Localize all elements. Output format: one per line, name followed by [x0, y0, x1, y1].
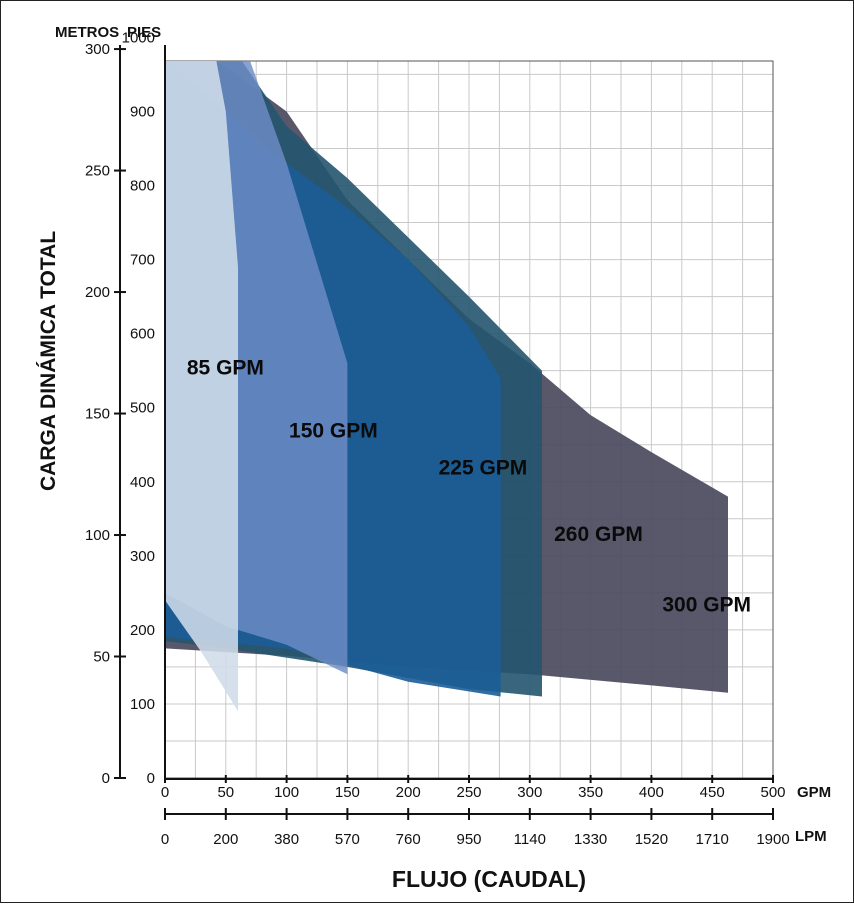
metros-axis-label: METROS [55, 24, 119, 41]
y-axis-title: CARGA DINÁMICA TOTAL [37, 231, 60, 491]
metros-tick-label: 50 [93, 649, 110, 666]
lpm-tick-label: 570 [335, 831, 360, 848]
gpm-tick-label: 250 [456, 784, 481, 801]
series-label-260-gpm: 260 GPM [554, 523, 643, 546]
metros-tick-label: 0 [102, 770, 110, 787]
metros-tick-label: 250 [85, 163, 110, 180]
area-85-gpm [165, 61, 238, 712]
gpm-tick-label: 100 [274, 784, 299, 801]
metros-tick-label: 300 [85, 41, 110, 58]
metros-tick-label: 150 [85, 406, 110, 423]
lpm-tick-label: 0 [161, 831, 169, 848]
pies-tick-label: 900 [130, 103, 155, 120]
gpm-tick-label: 50 [217, 784, 234, 801]
lpm-tick-label: 760 [396, 831, 421, 848]
series-label-150-gpm: 150 GPM [289, 419, 378, 442]
pies-tick-label: 0 [147, 770, 155, 787]
metros-tick-label: 200 [85, 284, 110, 301]
lpm-tick-label: 1140 [514, 831, 546, 848]
pies-tick-label: 800 [130, 178, 155, 195]
pies-tick-label: 1000 [122, 29, 155, 46]
lpm-tick-label: 1710 [696, 831, 729, 848]
performance-areas [165, 61, 728, 712]
x-axis-title: FLUJO (CAUDAL) [392, 866, 586, 892]
gpm-tick-label: 500 [760, 784, 785, 801]
lpm-tick-label: 200 [213, 831, 238, 848]
gpm-tick-label: 450 [700, 784, 725, 801]
lpm-tick-label: 1900 [756, 831, 789, 848]
axes: 0501001502002503003500100200300400500600… [85, 29, 790, 848]
pies-tick-label: 700 [130, 252, 155, 269]
series-label-85-gpm: 85 GPM [187, 356, 264, 379]
lpm-tick-label: 1520 [635, 831, 668, 848]
pies-tick-label: 600 [130, 326, 155, 343]
gpm-tick-label: 300 [517, 784, 542, 801]
metros-tick-label: 100 [85, 527, 110, 544]
lpm-tick-label: 1330 [574, 831, 607, 848]
series-label-300-gpm: 300 GPM [662, 593, 751, 616]
gpm-tick-label: 400 [639, 784, 664, 801]
pies-tick-label: 200 [130, 622, 155, 639]
lpm-tick-label: 380 [274, 831, 299, 848]
pies-axis-label: PIES [127, 24, 161, 41]
gpm-axis-label: GPM [797, 784, 831, 801]
gpm-tick-label: 0 [161, 784, 169, 801]
lpm-axis-label: LPM [795, 828, 827, 845]
pies-tick-label: 500 [130, 400, 155, 417]
series-label-225-gpm: 225 GPM [439, 456, 528, 479]
pies-tick-label: 300 [130, 548, 155, 565]
series-labels: 85 GPM 150 GPM 225 GPM 260 GPM 300 GPM [187, 356, 751, 616]
lpm-tick-label: 950 [456, 831, 481, 848]
pies-tick-label: 400 [130, 474, 155, 491]
gpm-tick-label: 350 [578, 784, 603, 801]
gpm-tick-label: 150 [335, 784, 360, 801]
gpm-tick-label: 200 [396, 784, 421, 801]
pies-tick-label: 100 [130, 696, 155, 713]
